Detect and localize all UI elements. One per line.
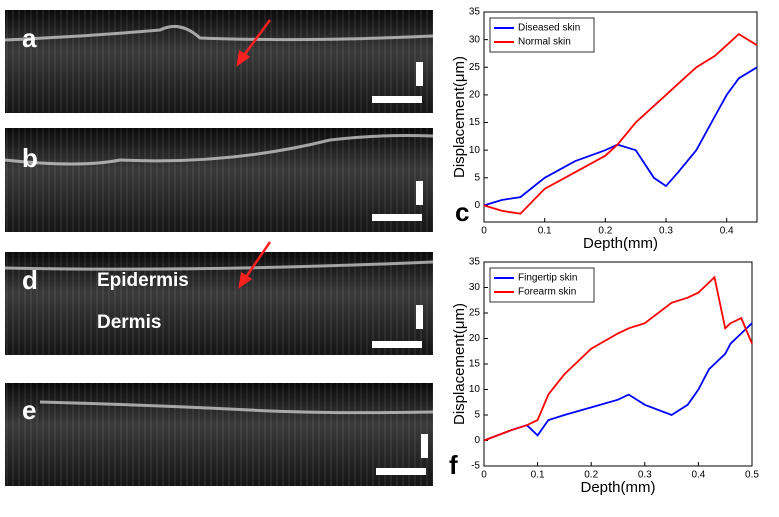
legend-label: Diseased skin [518,23,580,34]
legend-label: Normal skin [518,37,571,48]
y-tick-label: 10 [469,384,481,395]
x-tick-label: 0.1 [538,226,552,237]
legend-label: Forearm skin [518,287,576,298]
x-tick-label: 0 [481,470,487,481]
legend-label: Fingertip skin [518,273,577,284]
panel-label: d [22,265,38,295]
data-line [483,275,753,442]
y-tick-label: 25 [469,308,481,319]
panel-label: b [22,143,38,173]
y-tick-label: -5 [471,461,480,472]
legend-box [489,17,595,53]
x-tick-label: 0 [481,226,487,237]
y-tick-label: 15 [469,117,481,128]
oct-images [4,10,694,486]
y-tick-label: 0 [474,200,480,211]
y-tick-label: 35 [469,257,481,268]
x-tick-label: 0.2 [584,470,598,481]
legend-box [489,267,595,303]
charts: 0 0.1 0.2 0.3 0.4 0 5 10 15 20 25 30 35 Depth(mm) Disp… [449,7,759,496]
y-tick-label: 5 [474,410,480,421]
y-tick-label: 0 [474,435,480,446]
x-axis-label: Depth(mm) [580,479,655,496]
x-tick-label: 0.1 [531,470,545,481]
y-tick-label: 20 [469,90,481,101]
x-tick-label: 0.3 [659,226,673,237]
x-tick-label: 0.4 [720,226,734,237]
x-axis-label: Depth(mm) [583,235,658,252]
y-tick-label: 10 [469,145,481,156]
y-tick-label: 30 [469,34,481,45]
y-axis-label: Displacement(μm) [451,56,468,178]
data-line [483,322,753,442]
panel-label: f [449,450,458,480]
y-tick-label: 25 [469,62,481,73]
y-tick-label: 30 [469,282,481,293]
y-tick-label: 20 [469,333,481,344]
y-tick-label: 5 [474,172,480,183]
panel-label: a [22,23,37,53]
x-tick-label: 0.4 [691,470,705,481]
layer-label: Dermis [97,312,161,333]
panel-label: e [22,395,36,425]
x-tick-label: 0.5 [745,470,759,481]
data-line [483,66,758,207]
x-tick-label: 0.2 [598,226,612,237]
x-tick-label: 0.3 [638,470,652,481]
data-line [483,32,758,215]
layer-label: Epidermis [97,270,189,291]
y-tick-label: 15 [469,359,481,370]
y-axis-label: Displacement(μm) [451,303,468,425]
panel-label: c [455,197,469,227]
y-tick-label: 35 [469,7,481,18]
